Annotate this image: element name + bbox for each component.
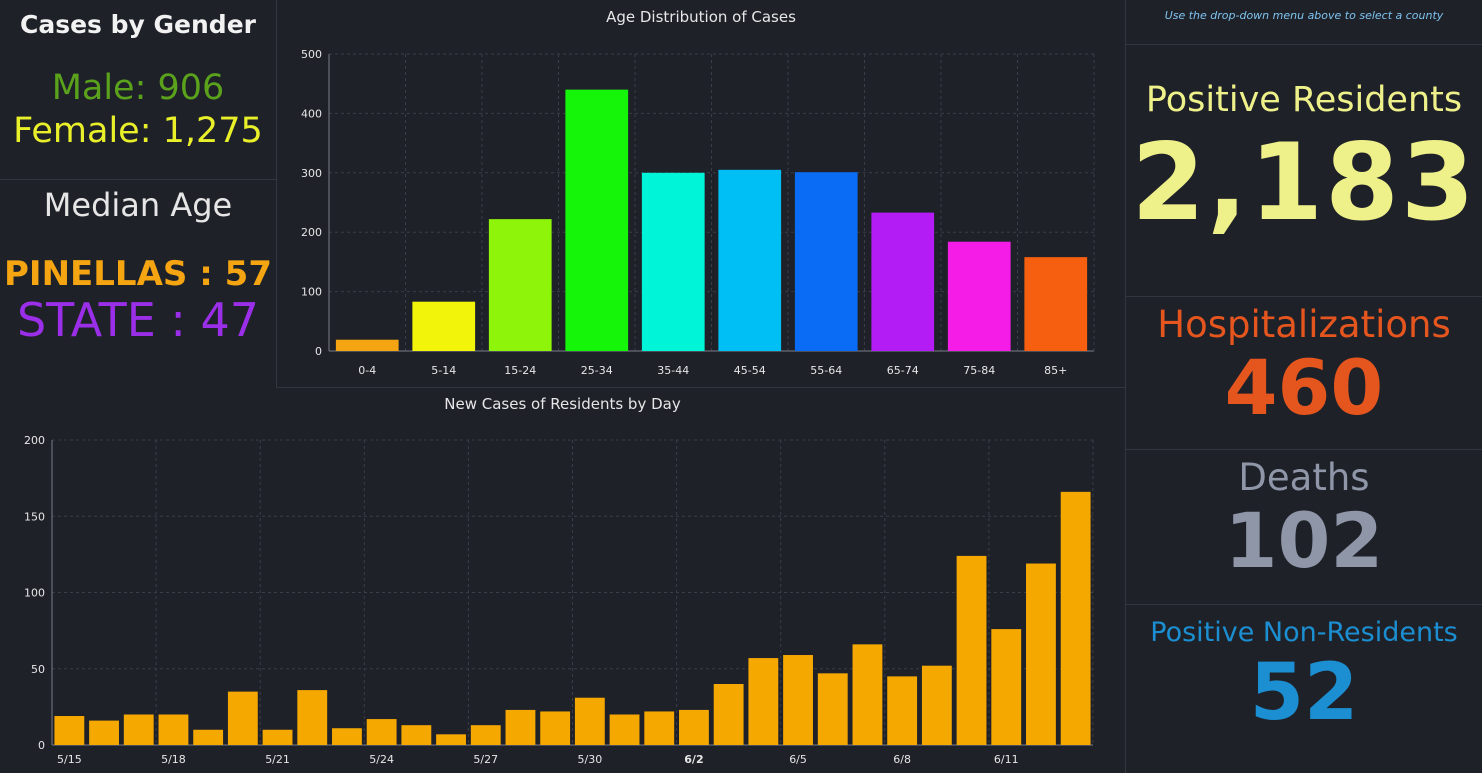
male-count: Male: 906 (51, 68, 225, 108)
bar (335, 339, 399, 351)
median-age-panel: Median Age PINELLAS : 57 STATE : 47 (0, 180, 277, 388)
x-tick-label: 85+ (1044, 364, 1067, 377)
x-tick-label: 5-14 (431, 364, 456, 377)
x-tick-label: 55-64 (810, 364, 842, 377)
bar (679, 709, 709, 745)
stats-column: Use the drop-down menu above to select a… (1125, 0, 1482, 773)
bar (748, 658, 779, 745)
x-tick-label: 6/11 (994, 753, 1019, 766)
bar (54, 716, 85, 745)
age-chart-svg: 0 100 200 300 400 500 0-4 5-14 15-24 25-34 35-44 45… (301, 48, 1095, 377)
bar (609, 714, 640, 745)
positive-residents-value: 2,183 (1131, 121, 1477, 244)
gender-title: Cases by Gender (20, 10, 256, 39)
bar (505, 709, 536, 745)
bar (401, 725, 432, 745)
bar (783, 655, 813, 745)
median-age-title: Median Age (43, 186, 233, 224)
x-tick-label: 45-54 (734, 364, 766, 377)
bar (123, 714, 154, 745)
bar (718, 169, 782, 351)
bar (366, 719, 397, 745)
x-tick-label: 5/18 (161, 753, 186, 766)
deaths-indicator: Deaths 102 (1126, 450, 1482, 605)
x-tick-label: 0-4 (358, 364, 376, 377)
bar (817, 673, 848, 745)
positive-nonresidents-value: 52 (1249, 648, 1359, 738)
y-tick-label: 0 (38, 739, 45, 752)
bar (1060, 491, 1091, 745)
state-median-age: STATE : 47 (16, 293, 260, 347)
hospitalizations-value: 460 (1224, 343, 1384, 432)
bar (794, 172, 858, 351)
bar (852, 644, 883, 745)
bar (470, 725, 501, 745)
bar (158, 714, 189, 745)
bar (887, 676, 918, 745)
x-tick-label: 6/8 (893, 753, 911, 766)
y-tick-label: 0 (315, 345, 322, 358)
y-tick-label: 200 (301, 226, 322, 239)
bar (947, 241, 1011, 351)
bar (871, 212, 935, 351)
y-tick-label: 150 (24, 510, 45, 523)
bar (193, 729, 224, 745)
gender-panel: Cases by Gender Male: 906 Female: 1,275 (0, 0, 277, 180)
y-tick-label: 400 (301, 107, 322, 120)
bar (227, 691, 258, 745)
deaths-label: Deaths (1238, 456, 1370, 499)
bar (488, 219, 552, 351)
age-chart-title: Age Distribution of Cases (606, 8, 796, 26)
x-tick-label: 75-84 (963, 364, 995, 377)
y-tick-label: 50 (31, 663, 45, 676)
hospitalizations-indicator: Hospitalizations 460 (1126, 297, 1482, 450)
female-count: Female: 1,275 (13, 111, 263, 151)
bar (565, 89, 629, 351)
x-tick-label: 5/27 (473, 753, 498, 766)
positive-nonresidents-indicator: Positive Non-Residents 52 (1126, 605, 1482, 773)
x-tick-label: 5/21 (265, 753, 290, 766)
bar (412, 301, 476, 351)
positive-residents-indicator: Positive Residents 2,183 (1126, 44, 1482, 297)
bar (332, 728, 362, 745)
positive-nonresidents-label: Positive Non-Residents (1150, 617, 1458, 648)
deaths-value: 102 (1224, 496, 1384, 585)
bar (1026, 563, 1056, 745)
y-tick-label: 100 (24, 587, 45, 600)
daily-cases-chart[interactable]: New Cases of Residents by Day 0 50 100 150 2… (0, 388, 1125, 773)
positive-residents-label: Positive Residents (1145, 80, 1463, 120)
bar (540, 711, 571, 745)
bar (956, 555, 987, 745)
x-tick-label: 25-34 (581, 364, 613, 377)
bar (641, 172, 705, 351)
x-tick-label: 6/2 (684, 753, 703, 766)
county-select-hint: Use the drop-down menu above to select a… (1126, 0, 1482, 45)
x-tick-label: 5/30 (577, 753, 602, 766)
y-tick-label: 300 (301, 167, 322, 180)
y-tick-label: 500 (301, 48, 322, 61)
hospitalizations-label: Hospitalizations (1157, 303, 1451, 346)
bar (713, 684, 744, 745)
county-median-age: PINELLAS : 57 (4, 254, 272, 294)
bar (297, 690, 328, 745)
bar (644, 711, 675, 745)
y-tick-label: 100 (301, 286, 322, 299)
x-tick-label: 5/15 (57, 753, 82, 766)
bar (574, 697, 605, 745)
x-tick-label: 6/5 (789, 753, 807, 766)
bar (921, 665, 952, 745)
x-tick-label: 5/24 (369, 753, 394, 766)
bar (1024, 257, 1088, 351)
x-tick-label: 15-24 (504, 364, 536, 377)
x-tick-label: 35-44 (657, 364, 689, 377)
bar (436, 734, 466, 745)
bar (262, 729, 293, 745)
age-distribution-chart[interactable]: Age Distribution of Cases 0 100 200 300 400 5… (277, 0, 1125, 388)
x-tick-label: 65-74 (887, 364, 919, 377)
daily-chart-title: New Cases of Residents by Day (444, 395, 681, 413)
bar (89, 720, 119, 745)
daily-chart-svg: 0 50 100 150 200 5/15 5/18 5/21 5/24 5/27 5/30 6/2 6… (24, 434, 1094, 766)
y-tick-label: 200 (24, 434, 45, 447)
bar (991, 629, 1022, 745)
